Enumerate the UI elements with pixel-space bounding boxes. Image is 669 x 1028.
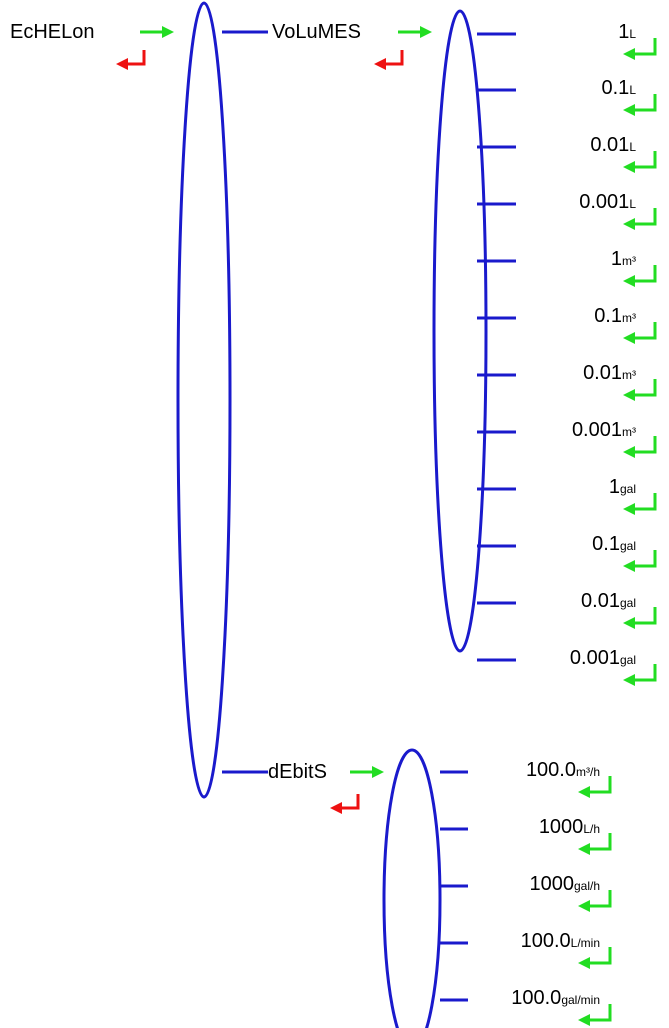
- item-value: 100.0: [526, 759, 576, 781]
- green-enter-arrow-icon: [623, 208, 657, 230]
- debit-item-label: 100.0gal/min: [511, 987, 600, 1009]
- item-value: 1000: [539, 816, 584, 838]
- debit-item-label: 1000gal/h: [529, 873, 600, 895]
- green-enter-arrow-icon: [578, 776, 612, 798]
- item-unit: gal: [620, 482, 636, 496]
- volume-item-label: 1m³: [611, 248, 636, 270]
- volume-item-label: 1L: [618, 21, 636, 43]
- item-value: 0.01: [581, 590, 620, 612]
- item-unit: gal: [620, 653, 636, 667]
- item-unit: L/min: [571, 936, 600, 950]
- item-unit: gal: [620, 539, 636, 553]
- red-return-arrow-icon: [374, 50, 404, 70]
- volume-item-label: 0.1m³: [594, 305, 636, 327]
- debits-ellipse: [382, 748, 442, 1028]
- item-unit: gal/min: [561, 993, 600, 1007]
- volumes-ellipse: [432, 9, 488, 653]
- item-value: 0.01: [583, 362, 622, 384]
- item-value: 1000: [529, 873, 574, 895]
- green-enter-arrow-icon: [623, 493, 657, 515]
- item-unit: L: [629, 27, 636, 41]
- item-value: 1: [618, 21, 629, 43]
- red-return-arrow-icon: [116, 50, 146, 70]
- green-enter-arrow-icon: [623, 38, 657, 60]
- green-enter-arrow-icon: [623, 607, 657, 629]
- item-unit: m³: [622, 311, 636, 325]
- debit-item-label: 1000L/h: [539, 816, 600, 838]
- item-value: 1: [611, 248, 622, 270]
- green-enter-arrow-icon: [623, 94, 657, 116]
- green-right-arrow-icon: [398, 26, 432, 38]
- green-right-arrow-icon: [140, 26, 174, 38]
- green-enter-arrow-icon: [578, 947, 612, 969]
- volume-item-label: 0.1L: [602, 77, 637, 99]
- red-return-arrow-icon: [330, 794, 360, 814]
- green-enter-arrow-icon: [623, 664, 657, 686]
- volume-item-label: 1gal: [609, 476, 636, 498]
- item-unit: L: [629, 83, 636, 97]
- green-enter-arrow-icon: [623, 322, 657, 344]
- root-label: EcHELon: [10, 21, 95, 43]
- item-value: 0.1: [602, 77, 630, 99]
- green-enter-arrow-icon: [623, 379, 657, 401]
- item-unit: m³: [622, 368, 636, 382]
- green-enter-arrow-icon: [578, 1004, 612, 1026]
- item-value: 100.0: [511, 987, 561, 1009]
- debit-item-label: 100.0m³/h: [526, 759, 600, 781]
- item-unit: L: [629, 140, 636, 154]
- green-right-arrow-icon: [350, 766, 384, 778]
- volume-item-label: 0.01m³: [583, 362, 636, 384]
- green-enter-arrow-icon: [623, 550, 657, 572]
- green-enter-arrow-icon: [623, 265, 657, 287]
- green-enter-arrow-icon: [578, 890, 612, 912]
- item-unit: L: [629, 197, 636, 211]
- item-value: 0.1: [594, 305, 622, 327]
- item-unit: L/h: [583, 822, 600, 836]
- main-ellipse: [176, 1, 232, 799]
- green-enter-arrow-icon: [623, 436, 657, 458]
- item-unit: m³/h: [576, 765, 600, 779]
- item-value: 0.001: [572, 419, 622, 441]
- volume-item-label: 0.01gal: [581, 590, 636, 612]
- green-enter-arrow-icon: [578, 833, 612, 855]
- debit-item-label: 100.0L/min: [521, 930, 600, 952]
- item-unit: m³: [622, 254, 636, 268]
- item-value: 0.1: [592, 533, 620, 555]
- item-value: 1: [609, 476, 620, 498]
- volume-item-label: 0.001m³: [572, 419, 636, 441]
- item-value: 0.01: [590, 134, 629, 156]
- green-enter-arrow-icon: [623, 151, 657, 173]
- item-value: 0.001: [579, 191, 629, 213]
- item-unit: m³: [622, 425, 636, 439]
- item-value: 100.0: [521, 930, 571, 952]
- volume-item-label: 0.001gal: [570, 647, 636, 669]
- volume-item-label: 0.01L: [590, 134, 636, 156]
- debits-label: dEbitS: [268, 761, 327, 783]
- volume-item-label: 0.1gal: [592, 533, 636, 555]
- item-unit: gal/h: [574, 879, 600, 893]
- volume-item-label: 0.001L: [579, 191, 636, 213]
- item-value: 0.001: [570, 647, 620, 669]
- volumes-label: VoLuMES: [272, 21, 361, 43]
- item-unit: gal: [620, 596, 636, 610]
